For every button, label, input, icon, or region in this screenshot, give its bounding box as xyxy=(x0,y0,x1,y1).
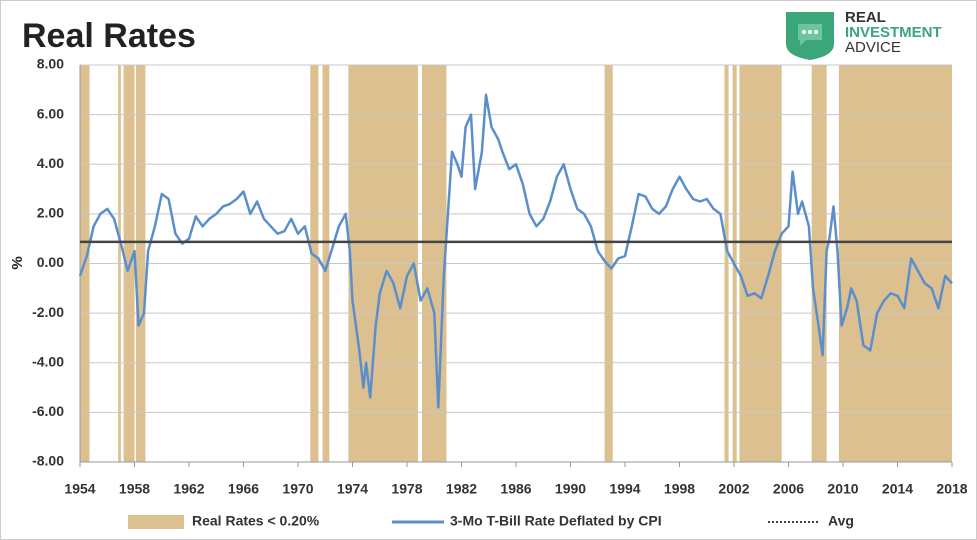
y-tick-label: -6.00 xyxy=(32,403,64,419)
logo-text: INVESTMENT xyxy=(845,24,942,41)
legend-swatch xyxy=(128,515,184,529)
logo-bubble xyxy=(798,24,822,46)
x-tick-label: 1962 xyxy=(173,481,204,497)
y-tick-label: 2.00 xyxy=(37,205,64,221)
y-tick-label: 8.00 xyxy=(37,56,64,72)
logo-text: REAL xyxy=(845,9,886,26)
x-tick-label: 1970 xyxy=(282,481,313,497)
legend-label: Real Rates < 0.20% xyxy=(192,513,320,529)
y-tick-label: -4.00 xyxy=(32,353,64,369)
x-tick-label: 1998 xyxy=(664,481,695,497)
y-axis-label: % xyxy=(9,256,26,269)
x-tick-label: 2002 xyxy=(718,481,749,497)
x-tick-label: 2018 xyxy=(936,481,967,497)
y-tick-label: 6.00 xyxy=(37,105,64,121)
x-tick-label: 1978 xyxy=(391,481,422,497)
x-tick-label: 2006 xyxy=(773,481,804,497)
x-tick-label: 1990 xyxy=(555,481,586,497)
x-tick-label: 1954 xyxy=(64,481,95,497)
logo-dot xyxy=(808,30,812,34)
logo-dot xyxy=(814,30,818,34)
x-tick-label: 2010 xyxy=(827,481,858,497)
logo-dot xyxy=(802,30,806,34)
y-tick-label: -8.00 xyxy=(32,453,64,469)
x-tick-label: 1958 xyxy=(119,481,150,497)
chart-title: Real Rates xyxy=(22,17,196,55)
legend-label: Avg xyxy=(828,513,854,529)
y-tick-label: 0.00 xyxy=(37,254,64,270)
x-tick-label: 1982 xyxy=(446,481,477,497)
x-tick-label: 2014 xyxy=(882,481,913,497)
x-tick-label: 1974 xyxy=(337,481,368,497)
legend-label: 3-Mo T-Bill Rate Deflated by CPI xyxy=(450,513,662,529)
logo-text: ADVICE xyxy=(845,39,901,56)
y-tick-label: -2.00 xyxy=(32,304,64,320)
series-line xyxy=(78,93,953,409)
x-tick-label: 1994 xyxy=(609,481,640,497)
logo: REAL INVESTMENT ADVICE xyxy=(786,9,942,60)
y-tick-label: 4.00 xyxy=(37,155,64,171)
x-tick-label: 1966 xyxy=(228,481,259,497)
x-tick-label: 1986 xyxy=(500,481,531,497)
